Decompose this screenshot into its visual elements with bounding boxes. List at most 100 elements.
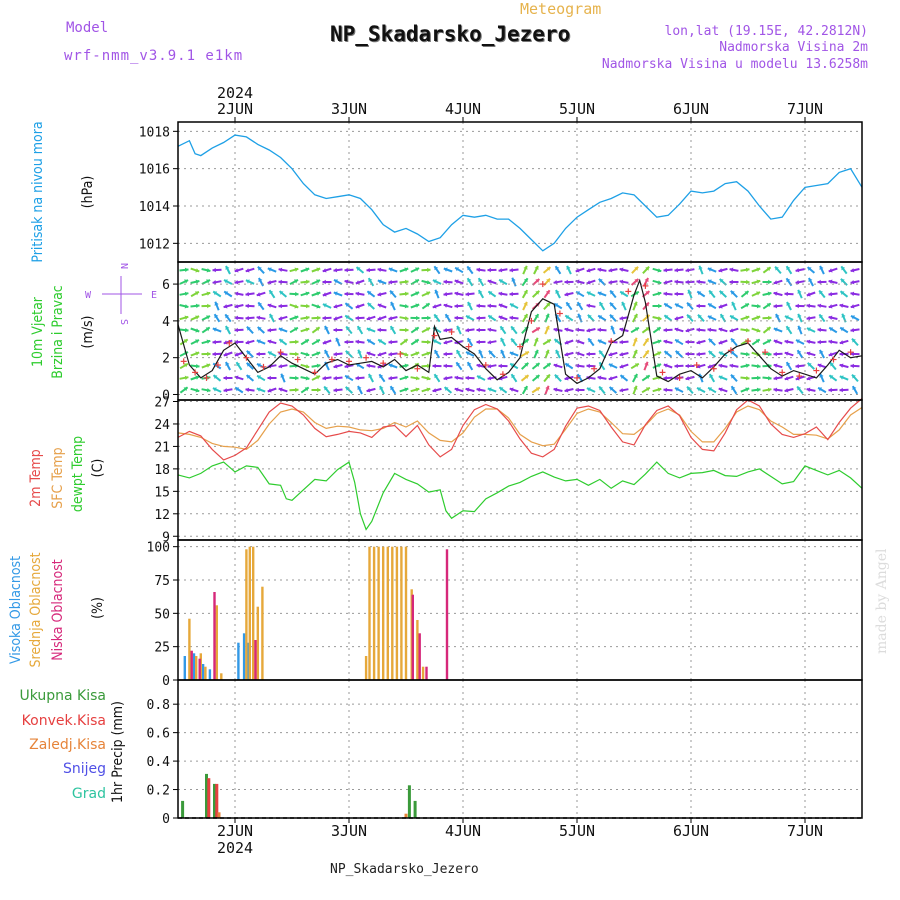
wind-arrow-head — [546, 339, 551, 344]
wind-arrow-head — [258, 302, 263, 307]
wind-arrow-head — [828, 352, 833, 357]
wind-arrow-head — [731, 386, 736, 391]
wind-arrow-head — [828, 268, 833, 273]
wind-arrow-head — [256, 351, 260, 357]
wind-arrow-head — [478, 278, 483, 283]
wind-arrow-head — [730, 351, 735, 355]
wind-arrow-head — [322, 375, 327, 381]
wind-arrow-head — [806, 327, 811, 332]
wind-arrow-head — [674, 363, 678, 369]
wind-arrow-head — [257, 266, 262, 271]
wind-arrow-head — [773, 327, 778, 332]
wind-arrow-head — [610, 290, 614, 295]
wind-arrow-head — [445, 314, 450, 319]
wind-arrow-head — [434, 350, 439, 355]
wind-arrow-head — [535, 363, 540, 367]
wind-arrow-head — [487, 327, 492, 332]
x-top-day-label: 6JUN — [673, 100, 709, 118]
wind-arrow-head — [366, 267, 370, 273]
wind-arrow-head — [675, 350, 680, 355]
wind-arrow-head — [256, 387, 261, 392]
cloud-bar — [215, 605, 218, 680]
wind-arrow-head — [819, 373, 824, 378]
wind-arrow-head — [405, 327, 409, 333]
wind-arrow-head — [767, 351, 772, 357]
wind-arrow-head — [366, 351, 371, 356]
wind-arrow-head — [246, 362, 251, 367]
pressure-tick-label: 1012 — [139, 237, 170, 252]
wind-arrow-head — [214, 314, 219, 319]
wind-arrow-head — [687, 386, 691, 391]
wind-arrow-head — [184, 304, 189, 309]
wind-arrow-head — [267, 303, 272, 308]
wind-arrow-head — [707, 279, 712, 284]
wind-arrow-head — [599, 350, 603, 355]
wind-arrow-head — [546, 267, 551, 271]
x-top-day-label: 2JUN — [217, 100, 253, 118]
temperature-tick-label: 15 — [154, 485, 170, 500]
wind-arrow-head — [465, 291, 470, 297]
wind-arrow-head — [390, 326, 395, 331]
clouds-tick-label: 0 — [162, 674, 170, 689]
wind-arrow-head — [379, 374, 384, 379]
wind-tick-label: 6 — [162, 278, 170, 293]
wind-arrow-head — [806, 351, 811, 356]
panel-frame — [177, 121, 863, 263]
wind-arrow-head — [598, 315, 603, 320]
wind-arrow-head — [524, 339, 529, 344]
cloud-bar — [198, 658, 201, 680]
wind-arrow-head — [719, 279, 724, 283]
wind-arrow-head — [566, 302, 571, 307]
wind-arrow-head — [565, 315, 570, 320]
wind-arrow-head — [718, 304, 723, 309]
wind-speed-line — [177, 278, 863, 385]
wind-arrow-head — [577, 302, 582, 307]
wind-arrow-head — [305, 327, 310, 332]
wind-arrow-head — [786, 362, 791, 367]
wind-arrow-head — [345, 350, 350, 355]
wind-arrow-head — [663, 327, 667, 333]
wind-arrow-head — [709, 290, 713, 295]
wind-arrow-head — [839, 363, 844, 368]
wind-arrow-head — [784, 388, 789, 393]
wind-arrow-head — [377, 327, 381, 333]
wind-arrow-head — [850, 363, 854, 369]
wind-arrow-head — [295, 291, 299, 297]
wind-arrow-head — [306, 303, 310, 309]
cloud-bar — [261, 586, 264, 680]
wind-arrow-head — [487, 279, 492, 284]
wind-arrow-head — [378, 339, 383, 344]
wind-arrow-head — [467, 266, 472, 271]
cloud-bar — [421, 666, 425, 680]
temperature-tick-label: 18 — [154, 463, 170, 478]
wind-arrow-head — [745, 363, 750, 368]
wind-arrow-head — [718, 340, 723, 345]
wind-arrow-head — [295, 375, 299, 381]
wind-arrow-head — [850, 280, 855, 285]
wind-arrow-head — [663, 375, 667, 381]
wind-arrow-head — [850, 291, 855, 297]
wind-arrow-head — [345, 303, 350, 307]
temp2m-line — [177, 398, 863, 461]
wind-arrow-head — [697, 291, 702, 296]
precip-bar — [215, 783, 219, 818]
x-bottom-year-label: 2024 — [217, 839, 253, 857]
wind-arrow-head — [756, 303, 761, 309]
wind-arrow-head — [674, 291, 678, 297]
wind-arrow-head — [333, 291, 338, 296]
wind-arrow-head — [315, 327, 320, 332]
wind-arrow-head — [324, 350, 329, 354]
wind-arrow-head — [333, 316, 338, 321]
clouds-grid — [173, 540, 862, 681]
wind-arrow-head — [598, 278, 603, 283]
wind-arrow-head — [390, 290, 394, 295]
wind-arrow-head — [388, 375, 393, 381]
wind-arrow-head — [767, 291, 772, 296]
wind-arrow-head — [806, 339, 811, 344]
precip-tick-label: 0 — [162, 812, 170, 827]
wind-arrow-head — [367, 291, 372, 296]
wind-arrow-head — [784, 376, 789, 381]
wind-arrow-head — [487, 340, 492, 345]
wind-arrow-head — [685, 268, 690, 273]
wind-arrow-head — [225, 314, 230, 319]
